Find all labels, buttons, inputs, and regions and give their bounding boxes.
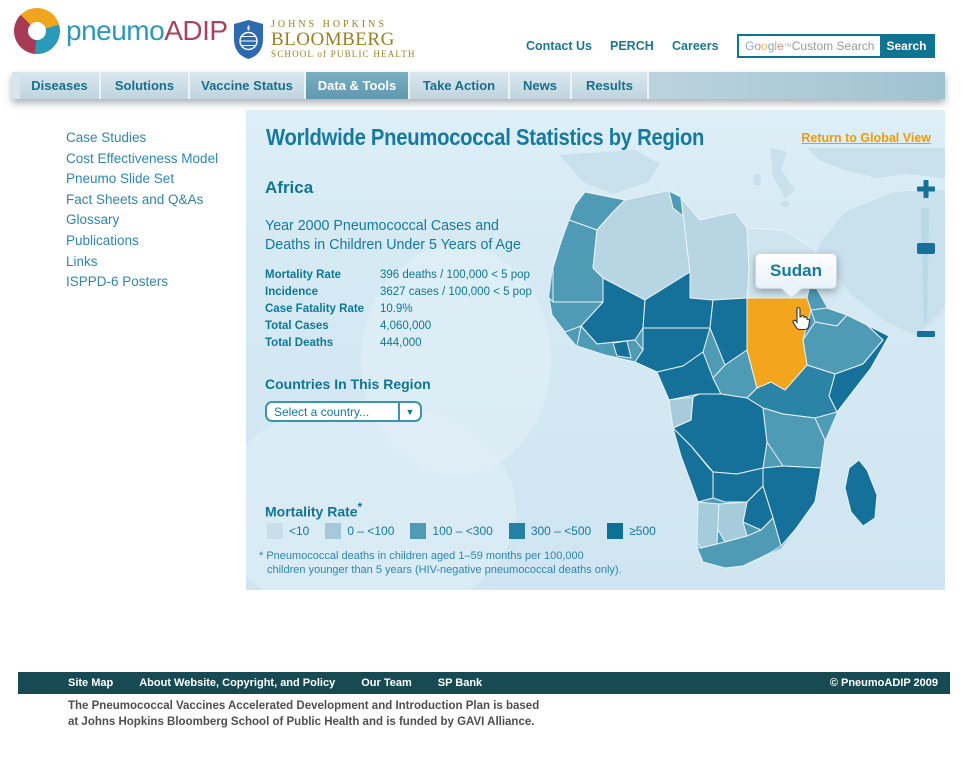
- footer-description: The Pneumococcal Vaccines Accelerated De…: [68, 700, 540, 728]
- sidebar-item-links[interactable]: Links: [66, 253, 98, 269]
- nav-lead: [12, 72, 20, 99]
- legend-swatch: [410, 523, 427, 539]
- footer-link-our-team[interactable]: Our Team: [361, 677, 412, 689]
- jhu-logo-text: JOHNS HOPKINS BLOOMBERG SCHOOL of PUBLIC…: [271, 19, 416, 59]
- hand-cursor-icon: [792, 306, 811, 331]
- country-south-africa[interactable]: [696, 517, 782, 569]
- main-nav: Diseases Solutions Vaccine Status Data &…: [12, 72, 945, 99]
- country-select-dropdown[interactable]: Select a country... ▼: [265, 401, 422, 422]
- tab-solutions[interactable]: Solutions: [101, 72, 190, 99]
- header-link-careers[interactable]: Careers: [672, 39, 719, 53]
- country-senegal-guinea[interactable]: [548, 297, 604, 333]
- neighboring-landmasses: [560, 148, 945, 336]
- legend-item: ≥500: [607, 523, 656, 539]
- chevron-down-icon[interactable]: ▼: [398, 403, 420, 420]
- footer-link-site-map[interactable]: Site Map: [68, 677, 114, 689]
- sidebar-item-case-studies[interactable]: Case Studies: [66, 130, 147, 145]
- legend-item: 0 – <100: [325, 523, 394, 539]
- header-link-contact-us[interactable]: Contact Us: [526, 39, 592, 53]
- country-gabon[interactable]: [668, 396, 694, 429]
- legend-swatch: [325, 523, 342, 539]
- legend-swatch: [607, 523, 624, 539]
- pneumoadip-logo[interactable]: pneumoADIP: [14, 8, 228, 54]
- sidebar: Case Studies Cost Effectiveness Model Pn…: [66, 128, 246, 293]
- jhu-shield-icon: [234, 20, 263, 59]
- copyright: © PneumoADIP 2009: [829, 677, 938, 689]
- ocean-highlight-2: [246, 400, 516, 590]
- stat-incidence: Incidence 3627 cases / 100,000 < 5 pop: [265, 285, 532, 298]
- stat-total-deaths: Total Deaths 444,000: [265, 336, 422, 349]
- legend-item: <10: [267, 523, 309, 539]
- header: pneumoADIP JOHNS HOPKINS BLOOMBERG SCHOO…: [0, 0, 968, 70]
- country-select-value: Select a country...: [274, 404, 370, 419]
- legend: <10 0 – <100 100 – <300 300 – <500 ≥500: [267, 523, 672, 539]
- sidebar-item-cost-effectiveness-model[interactable]: Cost Effectiveness Model: [66, 150, 219, 166]
- footer-link-sp-bank[interactable]: SP Bank: [437, 677, 483, 689]
- legend-swatch: [508, 523, 525, 539]
- countries-heading: Countries In This Region: [265, 376, 431, 392]
- legend-title: Mortality Rate*: [265, 501, 363, 520]
- country-namibia[interactable]: [696, 501, 720, 549]
- footer-bar: Site Map About Website, Copyright, and P…: [18, 672, 950, 694]
- legend-item: 300 – <500: [508, 523, 591, 539]
- tab-vaccine-status[interactable]: Vaccine Status: [190, 72, 306, 99]
- jhu-bloomberg-logo[interactable]: JOHNS HOPKINS BLOOMBERG SCHOOL of PUBLIC…: [233, 19, 416, 60]
- country-tanzania[interactable]: [762, 407, 826, 469]
- sidebar-item-publications[interactable]: Publications: [66, 232, 139, 248]
- search-button[interactable]: Search: [880, 36, 933, 56]
- footer-link-about[interactable]: About Website, Copyright, and Policy: [139, 677, 336, 689]
- zoom-slider-track[interactable]: [921, 208, 929, 323]
- stats-table: Mortality Rate 396 deaths / 100,000 < 5 p…: [265, 266, 575, 351]
- legend-item: 100 – <300: [410, 523, 493, 539]
- stat-total-cases: Total Cases 4,060,000: [265, 319, 432, 332]
- pneumoadip-logo-text: pneumoADIP: [66, 15, 228, 46]
- stats-subtitle: Year 2000 Pneumococcal Cases and Deaths …: [265, 217, 521, 253]
- country-botswana[interactable]: [716, 501, 748, 543]
- sidebar-item-isppd6-posters[interactable]: ISPPD-6 Posters: [66, 274, 169, 290]
- return-to-global-view-link[interactable]: Return to Global View: [801, 131, 931, 145]
- region-heading: Africa: [265, 178, 314, 197]
- stat-case-fatality-rate: Case Fatality Rate 10.9%: [265, 302, 413, 315]
- sidebar-item-fact-sheets[interactable]: Fact Sheets and Q&As: [66, 191, 204, 207]
- tab-take-action[interactable]: Take Action: [410, 72, 510, 99]
- zoom-slider-handle[interactable]: [917, 243, 935, 254]
- sidebar-item-glossary[interactable]: Glossary: [66, 212, 120, 228]
- pneumoadip-logo-icon: [14, 8, 60, 54]
- tab-news[interactable]: News: [510, 72, 572, 99]
- sidebar-item-pneumo-slide-set[interactable]: Pneumo Slide Set: [66, 171, 175, 187]
- country-madagascar[interactable]: [844, 459, 878, 527]
- statistics-panel: Worldwide Pneumococcal Statistics by Reg…: [246, 110, 945, 590]
- tab-results[interactable]: Results: [572, 72, 649, 99]
- country-libya[interactable]: [680, 197, 750, 301]
- stat-mortality-rate: Mortality Rate 396 deaths / 100,000 < 5 p…: [265, 268, 530, 281]
- legend-swatch: [267, 523, 283, 539]
- country-tooltip: Sudan: [755, 253, 837, 289]
- map-zoom-control: [917, 180, 935, 337]
- tab-data-and-tools[interactable]: Data & Tools: [306, 72, 410, 99]
- tab-diseases[interactable]: Diseases: [20, 72, 101, 99]
- zoom-in-button[interactable]: [917, 180, 935, 198]
- country-ghana[interactable]: [612, 340, 632, 359]
- zoom-out-button[interactable]: [917, 331, 935, 337]
- header-link-perch[interactable]: PERCH: [610, 39, 654, 53]
- page-title: Worldwide Pneumococcal Statistics by Reg…: [266, 124, 705, 150]
- legend-footnote: * Pneumococcal deaths in children aged 1…: [259, 550, 622, 576]
